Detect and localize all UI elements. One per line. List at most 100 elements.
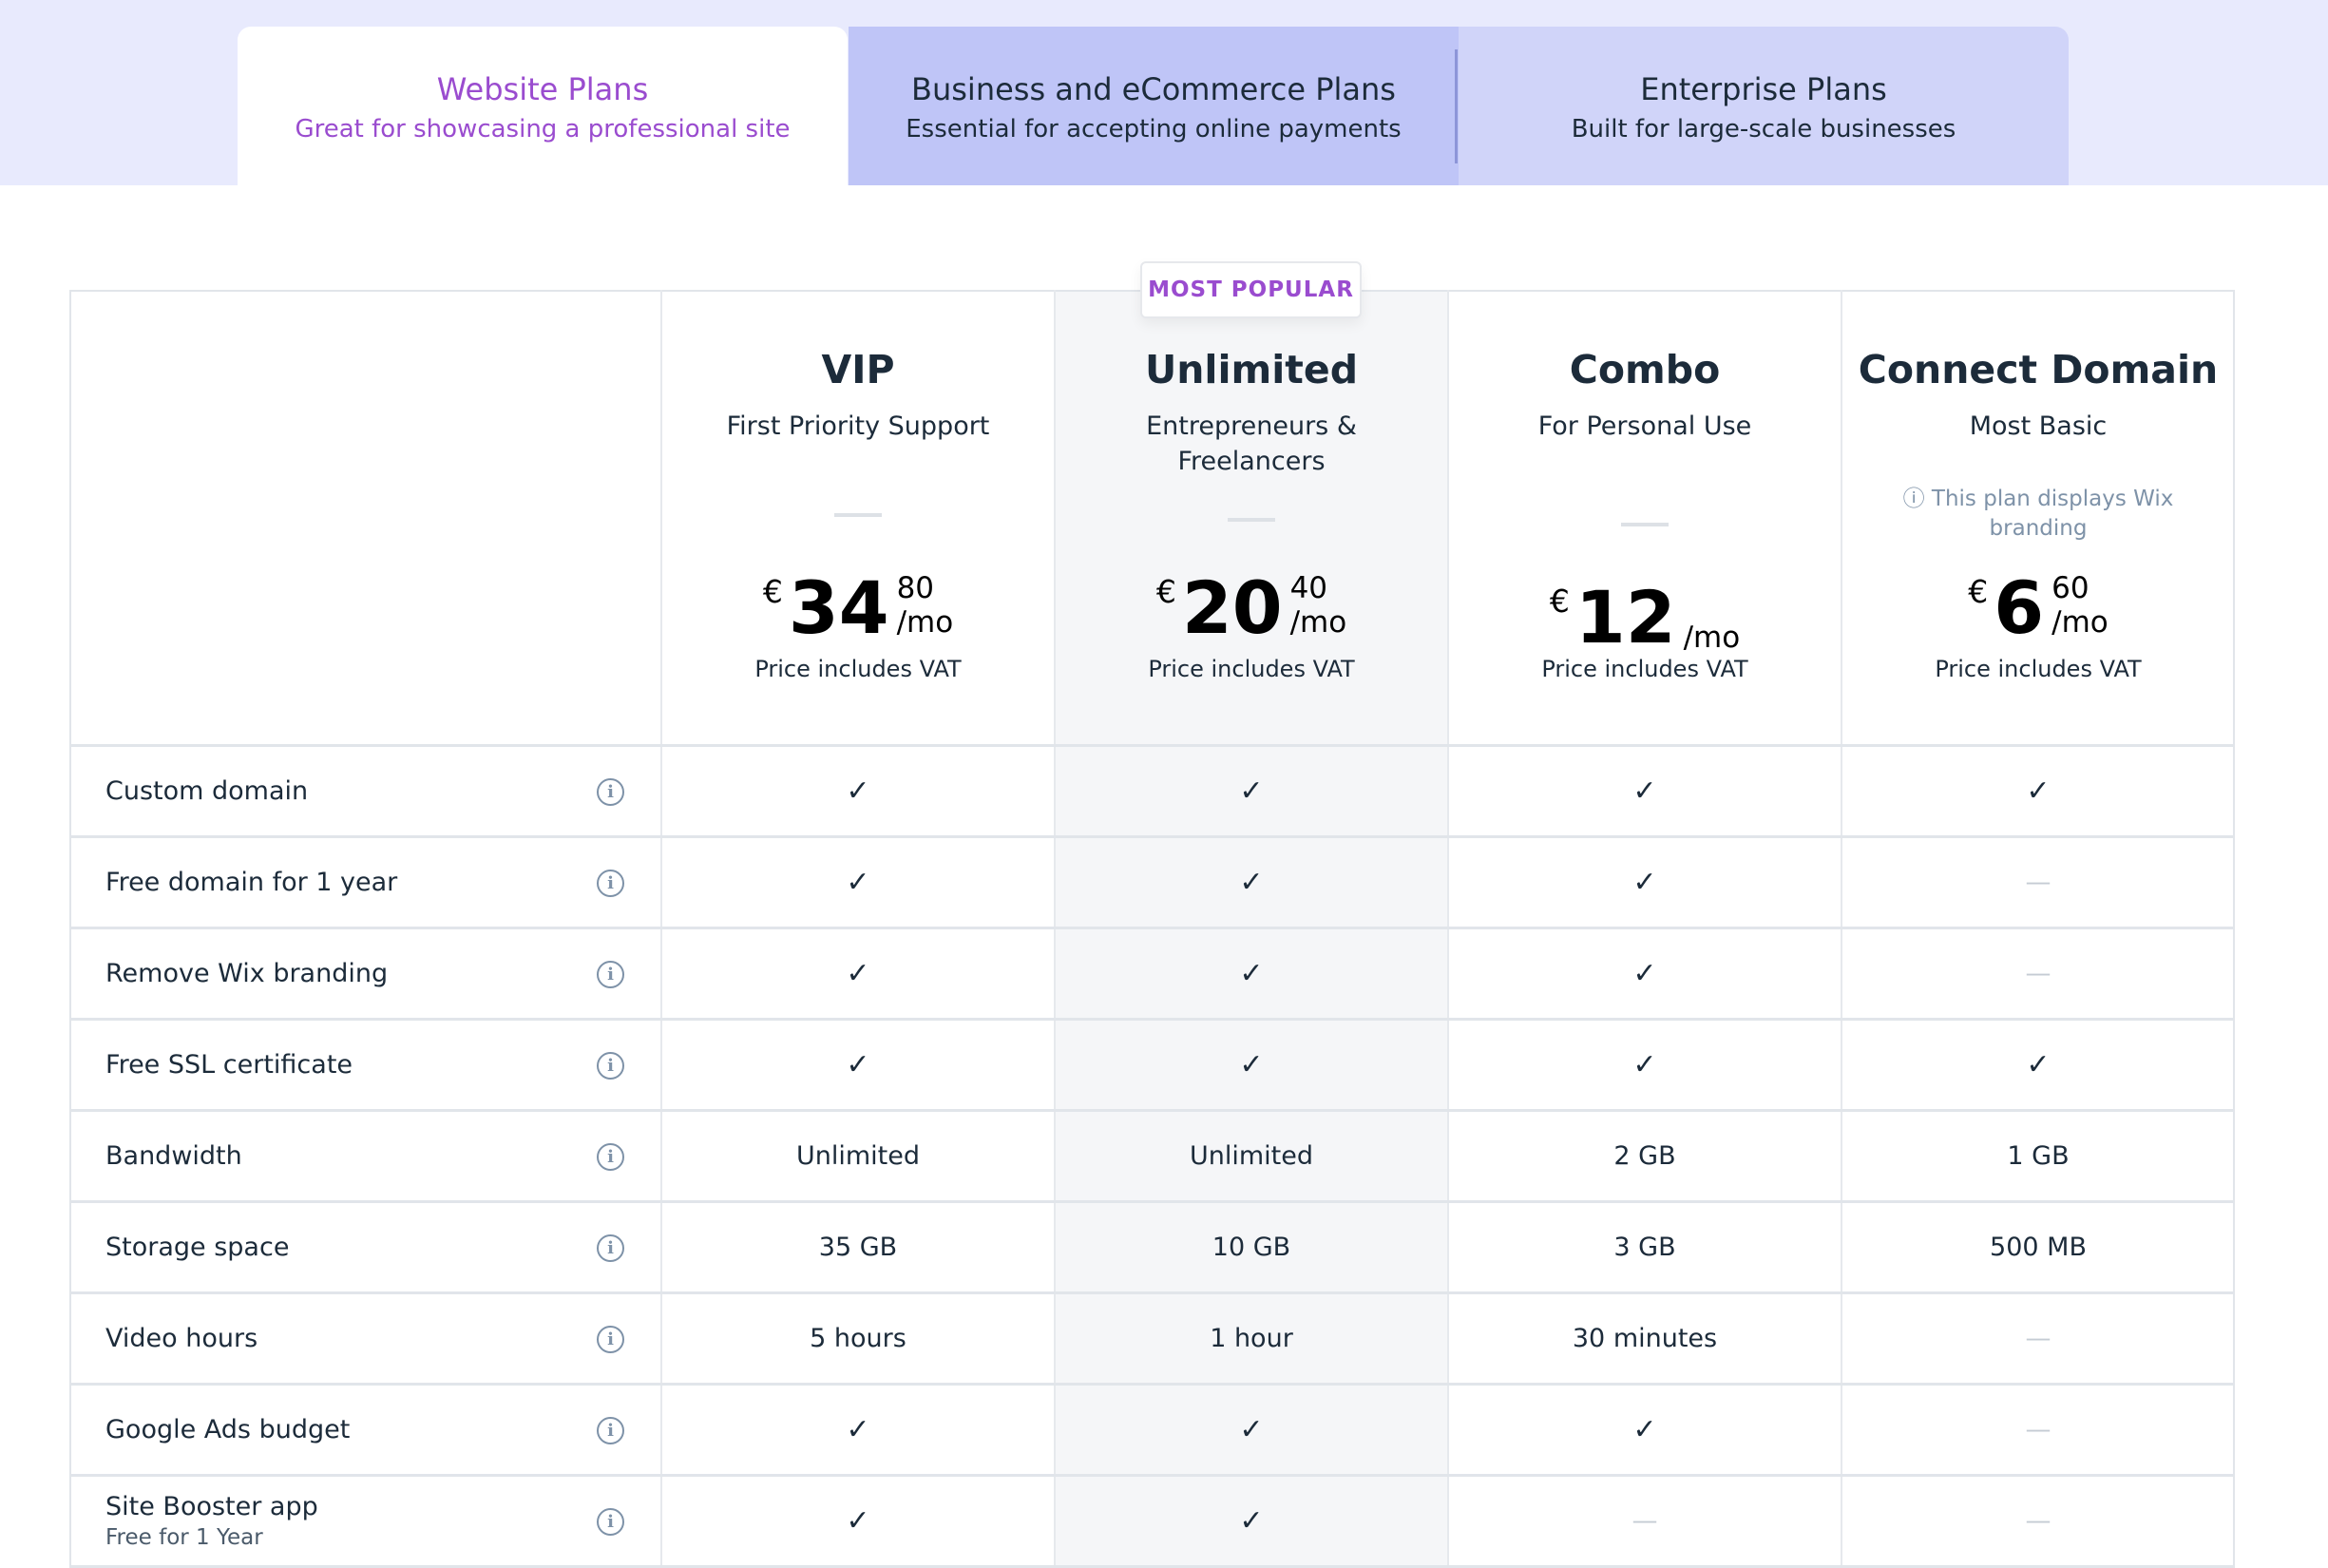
plan-subtitle: For Personal Use <box>1537 411 1752 441</box>
row-divider <box>69 1200 2235 1203</box>
check-icon: ✓ <box>846 865 870 899</box>
feature-label: Google Ads budget <box>105 1414 351 1444</box>
check-icon: ✓ <box>2026 774 2051 808</box>
price-integer: 6 <box>1994 565 2045 650</box>
tab-enterprise-plans[interactable]: Enterprise Plans Built for large-scale b… <box>1459 27 2069 185</box>
feature-label: Custom domain <box>105 775 309 806</box>
plan-card-combo: Combo For Personal Use € 12 /mo Price in… <box>1448 290 1841 745</box>
check-icon: ✓ <box>846 1412 870 1446</box>
check-icon: ✓ <box>1632 865 1657 899</box>
not-included-dash: — <box>2025 958 2051 988</box>
feature-row: Bandwidth i Unlimited Unlimited 2 GB 1 GB <box>69 1110 2235 1201</box>
not-included-dash: — <box>2025 1323 2051 1353</box>
feature-row: Video hours i 5 hours 1 hour 30 minutes — <box>69 1292 2235 1384</box>
feature-sublabel: Free for 1 Year <box>105 1524 263 1550</box>
feature-label: Remove Wix branding <box>105 958 389 988</box>
tab-subtitle: Great for showcasing a professional site <box>295 115 791 143</box>
feature-value: 500 MB <box>1990 1232 2087 1262</box>
feature-label-group: Google Ads budget <box>105 1384 350 1475</box>
row-divider <box>69 1109 2235 1112</box>
check-icon: ✓ <box>2026 1047 2051 1081</box>
plan-name: Combo <box>1569 347 1721 392</box>
feature-label-group: Free domain for 1 year <box>105 836 397 927</box>
info-icon[interactable]: i <box>597 1143 624 1171</box>
check-icon: ✓ <box>846 956 870 990</box>
plan-subtitle: Entrepreneurs & Freelancers <box>1146 411 1357 476</box>
feature-row: Storage space i 35 GB 10 GB 3 GB 500 MB <box>69 1201 2235 1292</box>
feature-label-group: Video hours <box>105 1292 258 1384</box>
currency: € <box>1968 573 1989 610</box>
plan-card-unlimited: Unlimited Entrepreneurs & Freelancers € … <box>1055 290 1448 745</box>
price-integer: 34 <box>788 565 889 650</box>
vat-note: Price includes VAT <box>754 656 962 682</box>
feature-value: Unlimited <box>795 1140 921 1171</box>
info-icon[interactable]: i <box>597 1326 624 1353</box>
feature-label-group: Custom domain <box>105 745 308 836</box>
info-icon[interactable]: i <box>597 778 624 806</box>
vat-note: Price includes VAT <box>1148 656 1355 682</box>
row-divider <box>69 1474 2235 1477</box>
feature-value: 35 GB <box>818 1232 898 1262</box>
info-icon[interactable]: i <box>597 1052 624 1080</box>
feature-row: Custom domain i ✓ ✓ ✓ ✓ <box>69 745 2235 836</box>
plan-name: Unlimited <box>1144 347 1359 392</box>
info-icon[interactable]: i <box>597 1234 624 1262</box>
row-divider <box>69 927 2235 929</box>
price-decimal: 60 <box>2051 571 2089 605</box>
feature-value: 30 minutes <box>1572 1323 1718 1353</box>
feature-label-group: Storage space <box>105 1201 289 1292</box>
divider <box>1621 523 1669 526</box>
check-icon: ✓ <box>1632 1412 1657 1446</box>
info-icon[interactable]: i <box>597 961 624 988</box>
tab-business-ecommerce-plans[interactable]: Business and eCommerce Plans Essential f… <box>849 27 1459 185</box>
info-icon[interactable]: i <box>597 1508 624 1536</box>
tab-title: Enterprise Plans <box>1640 71 1887 107</box>
row-divider <box>69 1383 2235 1386</box>
check-icon: ✓ <box>1239 1047 1264 1081</box>
plan-name: VIP <box>821 347 895 392</box>
feature-label-group: Remove Wix branding <box>105 927 388 1019</box>
feature-label-group: Bandwidth <box>105 1110 242 1201</box>
plan-card-connect-domain: Connect Domain Most Basic ⓘ This plan di… <box>1841 290 2235 745</box>
currency: € <box>762 573 783 610</box>
currency: € <box>1155 573 1176 610</box>
currency: € <box>1549 583 1570 620</box>
price-integer: 12 <box>1574 575 1676 660</box>
feature-label: Storage space <box>105 1232 290 1262</box>
check-icon: ✓ <box>1239 865 1264 899</box>
row-divider <box>69 1291 2235 1294</box>
feature-row: Site Booster app Free for 1 Year i ✓ ✓ — — <box>69 1475 2235 1566</box>
vat-note: Price includes VAT <box>1935 656 2142 682</box>
feature-value: Unlimited <box>1189 1140 1314 1171</box>
check-icon: ✓ <box>1239 774 1264 808</box>
feature-row: Free SSL certificate i ✓ ✓ ✓ ✓ <box>69 1019 2235 1110</box>
check-icon: ✓ <box>846 774 870 808</box>
plan-price: € 6 60/mo <box>1841 565 2235 651</box>
feature-value: 1 GB <box>2007 1140 2070 1171</box>
price-period: /mo <box>1683 621 1741 655</box>
plan-subtitle: First Priority Support <box>726 411 990 441</box>
row-divider <box>69 1565 2235 1568</box>
branding-note-text: This plan displays Wix branding <box>1931 487 2174 541</box>
check-icon: ✓ <box>846 1503 870 1538</box>
check-icon: ✓ <box>1239 1412 1264 1446</box>
not-included-dash: — <box>2025 1414 2051 1444</box>
not-included-dash: — <box>2025 867 2051 897</box>
tab-website-plans[interactable]: Website Plans Great for showcasing a pro… <box>238 27 848 185</box>
price-period: /mo <box>2051 605 2109 640</box>
info-icon[interactable]: i <box>597 870 624 897</box>
branding-note: ⓘ This plan displays Wix branding <box>1889 485 2187 544</box>
feature-label: Free domain for 1 year <box>105 867 398 897</box>
check-icon: ✓ <box>1239 1503 1264 1538</box>
feature-label: Free SSL certificate <box>105 1049 353 1080</box>
plan-subtitle: Most Basic <box>1969 411 2108 441</box>
info-icon[interactable]: i <box>597 1417 624 1444</box>
price-period: /mo <box>1289 605 1347 640</box>
row-divider <box>69 1018 2235 1021</box>
plan-card-vip: VIP First Priority Support € 34 80/mo Pr… <box>661 290 1055 745</box>
check-icon: ✓ <box>1239 956 1264 990</box>
price-decimal: 80 <box>896 571 935 605</box>
plan-price: € 12 /mo <box>1448 575 1841 660</box>
divider <box>834 513 882 517</box>
tab-title: Business and eCommerce Plans <box>911 71 1396 107</box>
